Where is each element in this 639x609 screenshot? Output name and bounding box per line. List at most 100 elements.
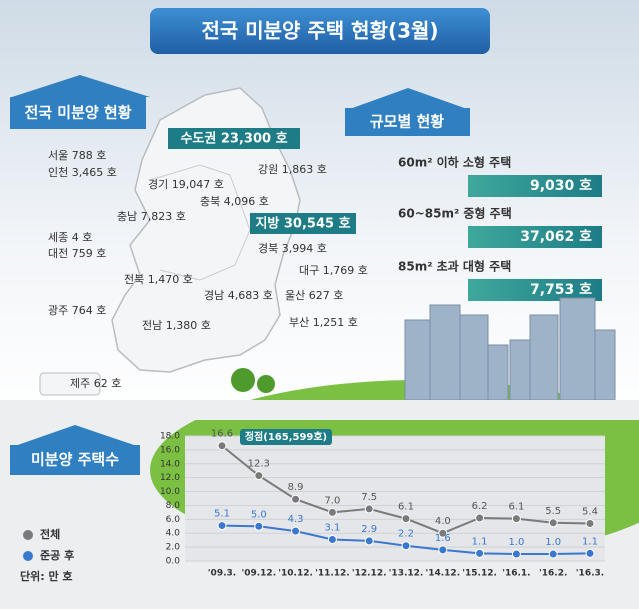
value-label: 2.2 — [398, 529, 414, 540]
point — [511, 549, 521, 559]
size-box — [468, 279, 602, 301]
region-label: 부산 1,251 호 — [289, 316, 358, 329]
badge — [168, 128, 300, 149]
x-tick-label: '15.12. — [462, 569, 497, 579]
legend-marker — [23, 530, 33, 540]
roof — [12, 75, 150, 97]
legend-marker — [23, 551, 33, 561]
point — [401, 514, 411, 524]
point — [475, 513, 485, 523]
ground — [0, 400, 639, 420]
point — [217, 441, 227, 451]
size-label: 85m² 초과 대형 주택 — [398, 259, 511, 274]
value-label: 1.1 — [472, 536, 488, 547]
size-box — [468, 175, 602, 197]
point — [217, 521, 227, 531]
region-label: 경남 4,683 호 — [204, 289, 273, 302]
value-label: 5.0 — [251, 509, 267, 520]
size-value: 7,753 호 — [530, 282, 592, 298]
region-label: 대전 759 호 — [48, 247, 106, 260]
point — [254, 521, 264, 531]
plot-area — [185, 436, 605, 561]
y-tick-label: 16.0 — [160, 445, 180, 455]
value-label: 4.0 — [435, 516, 451, 527]
heading-box — [345, 108, 470, 136]
point — [438, 528, 448, 538]
x-tick-label: '13.12. — [389, 569, 424, 579]
tree — [257, 375, 275, 393]
value-label: 7.0 — [324, 495, 340, 506]
value-label: 5.5 — [545, 506, 561, 517]
value-label: 1.6 — [435, 533, 451, 544]
value-label: 1.0 — [545, 537, 561, 548]
point — [475, 548, 485, 558]
point — [364, 536, 374, 546]
value-label: 6.1 — [398, 502, 414, 513]
legend-label: 준공 후 — [40, 548, 74, 562]
point — [548, 518, 558, 528]
value-label: 12.3 — [248, 459, 270, 470]
value-label: 2.9 — [361, 524, 377, 535]
region-label: 세종 4 호 — [48, 231, 92, 244]
y-tick-label: 14.0 — [160, 459, 180, 469]
region-label: 제주 62 호 — [70, 377, 121, 390]
point — [438, 545, 448, 555]
point — [291, 526, 301, 536]
region-label: 강원 1,863 호 — [258, 163, 327, 176]
size-value: 9,030 호 — [530, 178, 592, 194]
point — [548, 549, 558, 559]
heading-box — [10, 97, 146, 129]
point — [327, 507, 337, 517]
chart-title: 미분양 주택수 — [31, 451, 119, 469]
value-label: 8.9 — [288, 482, 304, 493]
point — [291, 494, 301, 504]
heading-box — [10, 445, 140, 475]
tree — [231, 368, 255, 392]
y-tick-label: 10.0 — [160, 487, 180, 497]
x-tick-label: '09.12. — [241, 569, 276, 579]
title-box — [150, 8, 490, 54]
x-tick-label: '16.3. — [576, 569, 604, 579]
x-tick-label: '16.2. — [539, 569, 567, 579]
point — [585, 548, 595, 558]
annotation-box — [240, 429, 332, 445]
point — [327, 534, 337, 544]
region-label: 전북 1,470 호 — [124, 273, 193, 286]
jeju-box — [39, 372, 101, 396]
annotation: 정점(165,599호) — [245, 430, 327, 443]
capital-total: 수도권 23,300 호 — [180, 132, 287, 147]
y-tick-label: 4.0 — [166, 529, 181, 539]
region-label: 경기 19,047 호 — [148, 178, 224, 191]
value-label: 1.0 — [508, 537, 524, 548]
point — [511, 514, 521, 524]
value-label: 5.1 — [214, 509, 230, 520]
value-label: 6.1 — [508, 502, 524, 513]
point — [401, 541, 411, 551]
roof — [12, 425, 140, 447]
x-tick-label: '14.12. — [425, 569, 460, 579]
region-label: 충북 4,096 호 — [200, 195, 269, 208]
region-label: 경북 3,994 호 — [258, 242, 327, 255]
x-tick-label: '16.1. — [502, 569, 530, 579]
value-label: 4.3 — [288, 514, 304, 525]
region-label: 울산 627 호 — [285, 289, 343, 302]
x-tick-label: '10.12. — [278, 569, 313, 579]
point — [585, 519, 595, 528]
value-label: 16.6 — [211, 429, 233, 440]
point — [364, 504, 374, 514]
size-box — [468, 226, 602, 248]
size-label: 60~85m² 중형 주택 — [398, 206, 512, 221]
local-total: 지방 30,545 호 — [255, 216, 350, 232]
size-value: 37,062 호 — [520, 229, 592, 245]
region-label: 광주 764 호 — [48, 304, 106, 317]
region-label: 충남 7,823 호 — [117, 210, 186, 223]
badge — [250, 213, 356, 234]
value-label: 3.1 — [324, 522, 340, 533]
x-tick-label: '11.12. — [315, 569, 350, 579]
region-label: 인천 3,465 호 — [48, 165, 117, 179]
y-tick-label: 18.0 — [160, 432, 180, 442]
heading: 규모별 현황 — [370, 113, 444, 131]
y-tick-label: 8.0 — [166, 501, 181, 511]
value-label: 1.1 — [582, 536, 598, 547]
